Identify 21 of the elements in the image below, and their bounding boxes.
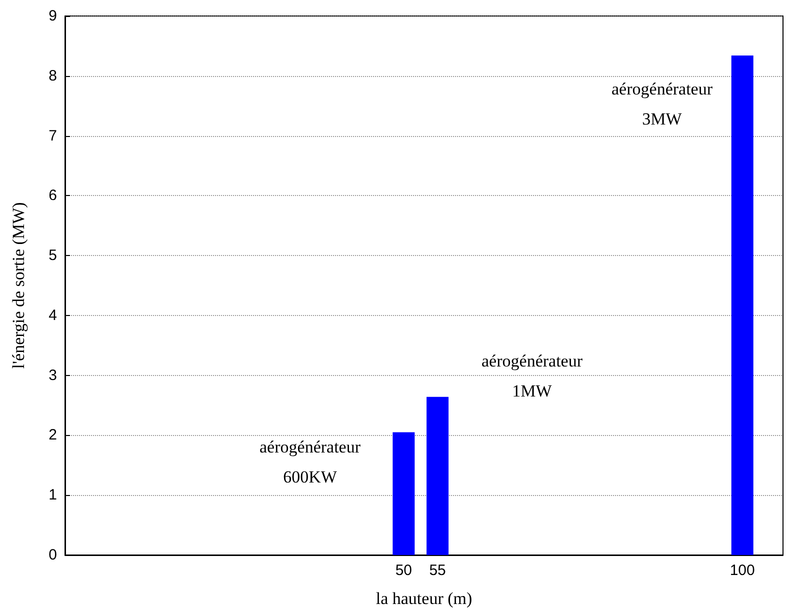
y-tick-label: 2	[48, 426, 57, 444]
y-tick-label: 4	[48, 306, 57, 324]
bar	[731, 56, 754, 555]
y-tick-label: 1	[48, 486, 57, 504]
y-tick-label: 8	[48, 67, 57, 84]
y-tick-label: 9	[48, 8, 57, 24]
y-axis-title: l'énergie de sortie (MW)	[9, 202, 28, 369]
y-tick-label: 3	[48, 366, 57, 384]
x-tick-label: 55	[429, 562, 446, 579]
annotation: aérogénérateur 600KW	[260, 438, 361, 486]
bar	[392, 432, 415, 555]
x-axis-title: la hauteur (m)	[376, 589, 472, 608]
x-tick-label: 100	[730, 562, 755, 579]
y-tick-label: 0	[48, 546, 57, 564]
y-tick-label: 5	[48, 247, 57, 264]
annotation: aérogénérateur 1MW	[482, 352, 583, 400]
annotation: aérogénérateur 3MW	[612, 80, 713, 128]
bar	[426, 396, 449, 555]
y-tick-label: 6	[48, 187, 57, 204]
y-tick-label: 7	[48, 127, 57, 144]
x-tick-label: 50	[395, 562, 412, 579]
